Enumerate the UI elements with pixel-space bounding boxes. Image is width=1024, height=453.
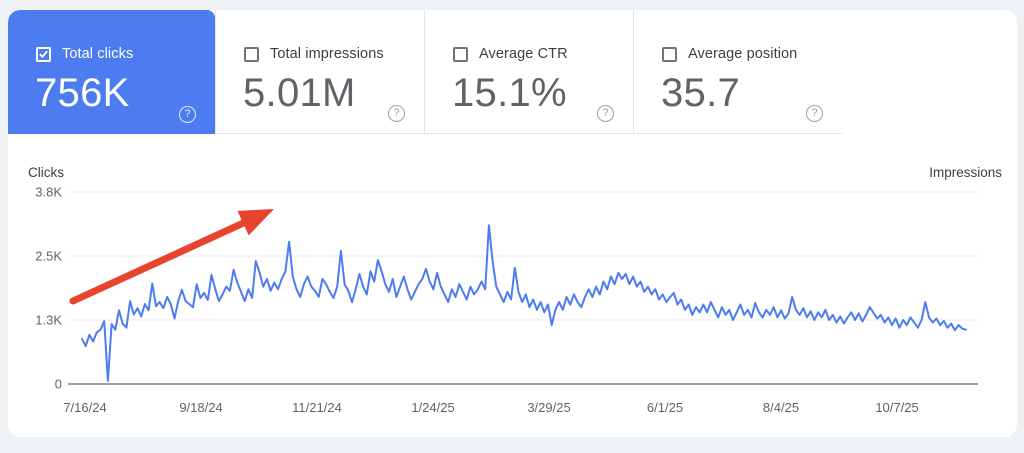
chart-gridlines [68, 191, 978, 385]
performance-panel: Total clicks 756K ? Total impressions 5.… [8, 10, 1017, 437]
total-impressions-value: 5.01M [243, 71, 356, 115]
x-tick-label: 9/18/24 [179, 400, 222, 415]
x-tick-label: 6/1/25 [647, 400, 683, 415]
total-impressions-checkbox[interactable] [244, 46, 259, 62]
average-ctr-checkbox[interactable] [453, 46, 468, 62]
x-tick-label: 11/21/24 [292, 400, 342, 415]
left-axis-title: Clicks [28, 165, 64, 180]
average-position-checkbox[interactable] [662, 46, 677, 62]
average-ctr-label: Average CTR [479, 46, 568, 62]
total-impressions-label: Total impressions [270, 46, 384, 62]
help-icon[interactable]: ? [179, 106, 196, 123]
average-position-header: Average position [634, 10, 842, 62]
x-tick-label: 10/7/25 [875, 400, 918, 415]
x-axis-tick-labels: 7/16/24 9/18/24 11/21/24 1/24/25 3/29/25 6/1/… [63, 400, 918, 415]
checkmark-icon [39, 50, 48, 59]
y-tick-label: 2.5K [35, 249, 62, 264]
total-clicks-header: Total clicks [8, 10, 215, 62]
total-impressions-header: Total impressions [216, 10, 424, 62]
metric-card-average-ctr[interactable]: Average CTR 15.1% ? [424, 10, 633, 134]
clicks-over-time-chart[interactable]: Clicks Impressions 0 1.3K 2.5K 3.8K 7/16/24… [8, 134, 1017, 437]
trend-arrow-annotation [69, 209, 274, 305]
total-clicks-checkbox[interactable] [36, 46, 51, 62]
y-tick-label: 1.3K [35, 313, 62, 328]
help-icon[interactable]: ? [597, 105, 614, 122]
metric-card-total-clicks[interactable]: Total clicks 756K ? [8, 10, 215, 134]
y-tick-label: 0 [55, 377, 62, 392]
x-tick-label: 8/4/25 [763, 400, 799, 415]
metric-card-average-position[interactable]: Average position 35.7 ? [633, 10, 842, 134]
average-position-label: Average position [688, 46, 798, 62]
total-clicks-value: 756K [35, 71, 130, 115]
total-clicks-label: Total clicks [62, 46, 134, 62]
average-ctr-header: Average CTR [425, 10, 633, 62]
metric-card-total-impressions[interactable]: Total impressions 5.01M ? [215, 10, 424, 134]
metric-cards-row: Total clicks 756K ? Total impressions 5.… [8, 10, 1017, 134]
right-axis-title: Impressions [929, 165, 1002, 180]
clicks-series-line [81, 224, 967, 382]
help-icon[interactable]: ? [806, 105, 823, 122]
average-ctr-value: 15.1% [452, 71, 567, 115]
y-tick-label: 3.8K [35, 185, 62, 200]
average-position-value: 35.7 [661, 71, 741, 115]
chart-canvas: Clicks Impressions 0 1.3K 2.5K 3.8K 7/16/24… [28, 165, 1002, 415]
x-tick-label: 1/24/25 [411, 400, 454, 415]
x-tick-label: 3/29/25 [527, 400, 570, 415]
x-tick-label: 7/16/24 [63, 400, 106, 415]
help-icon[interactable]: ? [388, 105, 405, 122]
y-axis-tick-labels: 0 1.3K 2.5K 3.8K [35, 185, 62, 392]
